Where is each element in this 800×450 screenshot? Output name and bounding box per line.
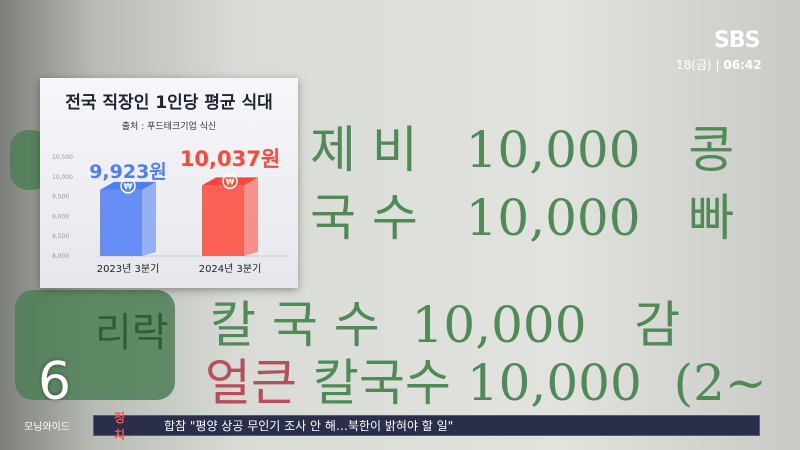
menu-row: 얼큰 칼국수 10,000 (2~ [205, 354, 767, 412]
won-coin-icon: ₩ [226, 177, 235, 186]
won-coin-icon [222, 173, 238, 190]
sbs-logo: SBS [714, 28, 760, 53]
bar-front [100, 189, 142, 256]
data-label: 9,923원 [89, 161, 167, 183]
bar-top [100, 181, 156, 190]
x-tick-label: 2023년 3분기 [97, 263, 160, 275]
program-name: 모닝와이드 [24, 422, 70, 433]
menu-green-box [15, 290, 175, 400]
y-tick-label: 8,500 [52, 233, 69, 240]
menu-row: 제 비 10,000 콩 [310, 121, 735, 179]
bar-side [142, 181, 156, 256]
menu-row: 국 수 10,000 빠 [310, 189, 735, 247]
y-tick-label: 10,000 [52, 174, 73, 181]
y-tick-label: 9,500 [52, 194, 69, 201]
bar-chart: 8,000 8,500 9,000 9,500 10,000 10,500 ₩9,923원 2… [52, 147, 290, 275]
bar-side [244, 177, 258, 256]
data-label: 10,037원 [180, 147, 280, 171]
y-tick-label: 8,000 [52, 253, 69, 260]
y-tick-label: 9,000 [52, 213, 69, 220]
bar-front [202, 185, 244, 256]
date-time: 18(금) | 06:42 [676, 58, 762, 72]
chart-source: 출처 : 푸드테크기업 식신 [121, 122, 217, 132]
chart-title: 전국 직장인 1인당 평균 식대 [65, 93, 273, 113]
bar-top [202, 177, 258, 186]
ticker-category: 정 치 [114, 410, 132, 442]
menu-side-label: 리락 [95, 310, 169, 356]
won-coin-icon [120, 178, 136, 194]
y-tick-label: 10,500 [52, 154, 73, 161]
chart-panel: 전국 직장인 1인당 평균 식대 출처 : 푸드테크기업 식신 8,000 8,5… [40, 78, 298, 288]
news-ticker: 정 치 합참 "평양 상공 무인기 조사 안 해…북한이 밝혀야 할 일" [93, 411, 760, 442]
program-logo: 6 [38, 352, 72, 412]
x-tick-label: 2024년 3분기 [199, 263, 262, 275]
menu-row: 칼 국 수 10,000 감 [210, 296, 681, 354]
ticker-headline: 합참 "평양 상공 무인기 조사 안 해…북한이 밝혀야 할 일" [164, 419, 454, 433]
won-coin-icon: ₩ [124, 182, 133, 191]
